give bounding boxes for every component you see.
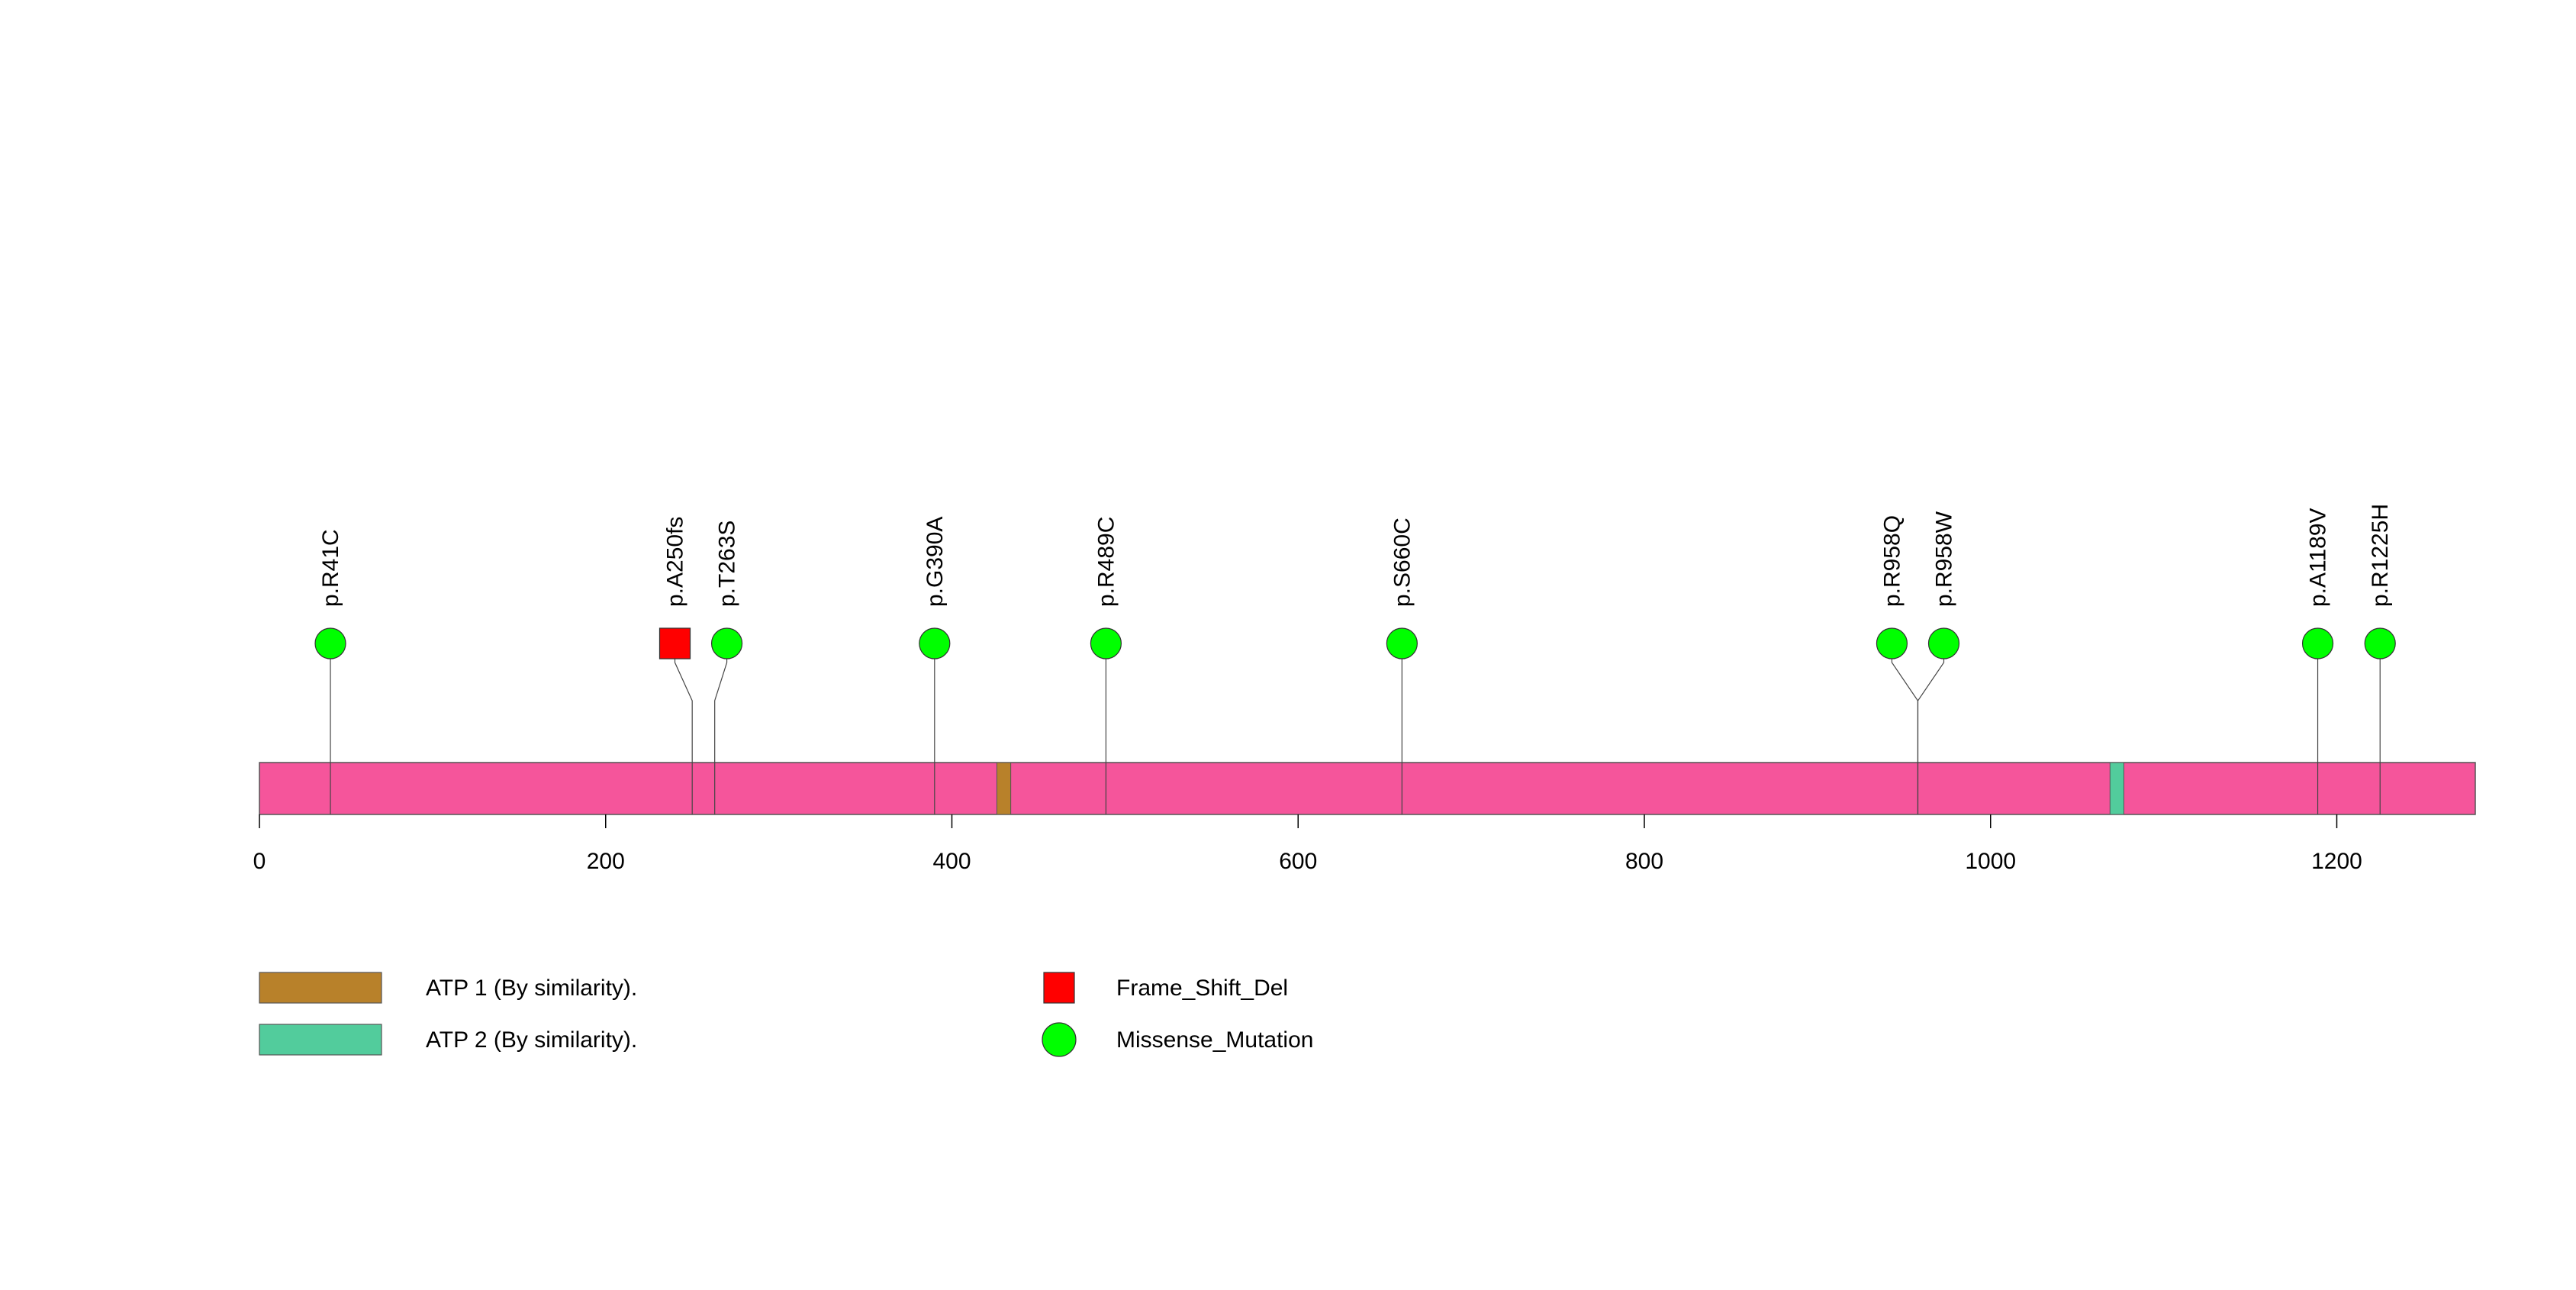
missense-marker xyxy=(1876,627,1908,660)
x-tick-label: 200 xyxy=(587,849,625,874)
domain-segment-2 xyxy=(2109,762,2124,815)
missense-marker xyxy=(919,627,951,660)
mutation-label: p.R958Q xyxy=(1879,515,1905,607)
protein-bar xyxy=(259,762,2476,815)
legend-domain-label: ATP 2 (By similarity). xyxy=(426,1027,637,1053)
missense-marker xyxy=(2301,627,2334,660)
mutation-label: p.R958W xyxy=(1931,511,1956,607)
legend: ATP 1 (By similarity). ATP 2 (By similari… xyxy=(259,972,1313,1057)
legend-mutation-type-label: Frame_Shift_Del xyxy=(1116,976,1288,1001)
legend-domain-swatch xyxy=(259,1024,382,1056)
domain-segment-1 xyxy=(996,762,1012,815)
x-tick-label: 0 xyxy=(253,849,266,874)
legend-frameshift-swatch xyxy=(1043,972,1075,1004)
mutation-markers: p.R41C p.A250fs p.T263S p.G390A p.R489C p.S66… xyxy=(314,504,2396,814)
legend-mutation-type-label: Missense_Mutation xyxy=(1116,1027,1313,1053)
x-tick-label: 1200 xyxy=(2311,849,2362,874)
mutation-label: p.A1189V xyxy=(2306,508,2331,607)
mutation-label: p.R41C xyxy=(318,529,343,607)
mutation-label: p.A250fs xyxy=(663,517,688,607)
mutation-label: p.R489C xyxy=(1093,517,1119,607)
legend-domain-label: ATP 1 (By similarity). xyxy=(426,976,637,1001)
missense-marker xyxy=(1927,627,1960,660)
missense-marker xyxy=(710,627,743,660)
x-tick-label: 600 xyxy=(1279,849,1317,874)
missense-marker xyxy=(2364,627,2396,660)
x-tick-label: 800 xyxy=(1625,849,1663,874)
x-axis: 0 200 400 600 800 1000 1200 xyxy=(253,814,2362,874)
x-tick-label: 400 xyxy=(932,849,971,874)
protein-track xyxy=(259,762,2476,815)
x-tick-label: 1000 xyxy=(1965,849,2016,874)
frameshift-marker xyxy=(658,627,691,660)
missense-marker xyxy=(314,627,346,660)
mutation-label: p.T263S xyxy=(715,521,740,607)
mutation-label: p.S660C xyxy=(1389,518,1415,607)
missense-marker xyxy=(1090,627,1122,660)
mutation-label: p.R1225H xyxy=(2368,504,2393,607)
legend-domain-swatch xyxy=(259,972,382,1004)
legend-missense-swatch xyxy=(1042,1022,1077,1057)
mutation-label: p.G390A xyxy=(923,517,948,607)
missense-marker xyxy=(1386,627,1418,660)
